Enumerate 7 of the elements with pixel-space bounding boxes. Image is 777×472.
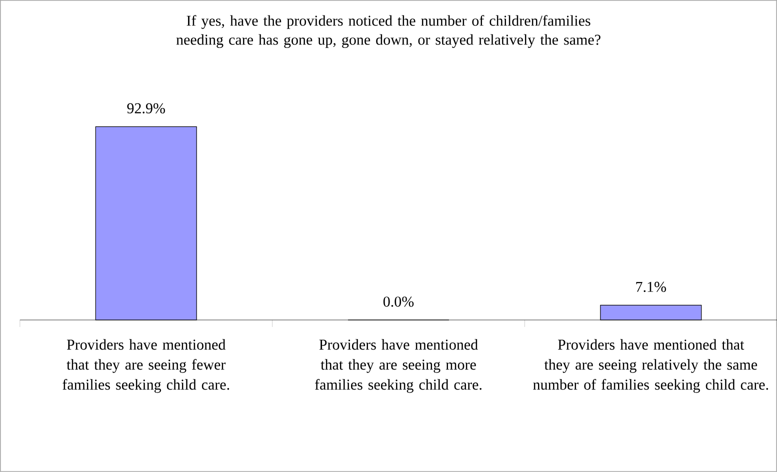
chart-title: If yes, have the providers noticed the number of children/families needing care has gone up, gone down, or stayed relatively the same? (176, 15, 600, 48)
data-label: 92.9% (127, 103, 165, 114)
x-tick-label: Providers have mentioned that they are seeing relatively the same number of families seeking child care. (533, 339, 768, 393)
data-label: 7.1% (636, 282, 666, 292)
x-tick-label: Providers have mentioned that they are seeing fewer families seeking child care. (62, 339, 230, 393)
x-tick-label: Providers have mentioned that they are seeing more families seeking child care. (315, 339, 482, 393)
data-label: 0.0% (383, 296, 414, 307)
